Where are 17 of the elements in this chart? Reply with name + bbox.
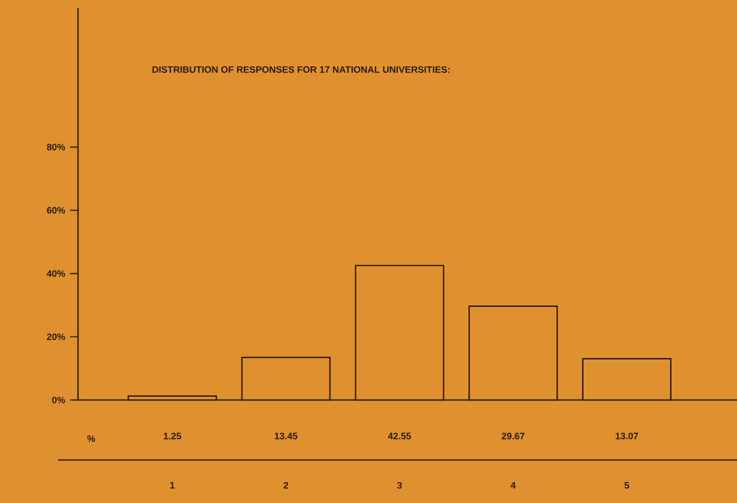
- text: %: [87, 435, 96, 442]
- x-tick-label: 5: [624, 482, 630, 489]
- y-tick-label: 40%: [46, 270, 66, 277]
- x-tick-label: 3: [397, 482, 402, 489]
- x-tick-label: 4: [510, 482, 516, 488]
- text: DISTRIBUTION OF RESPONSES FOR 17 NATIONAL UNIVERSITIES:: [152, 66, 450, 73]
- y-tick-label: 0%: [52, 396, 66, 404]
- data-label: 29.67: [502, 432, 524, 440]
- y-tick-label: 60%: [46, 207, 66, 214]
- y-tick-label: 20%: [46, 333, 66, 340]
- data-label: 13.45: [274, 432, 298, 440]
- x-tick-label: 1: [170, 482, 175, 488]
- data-label: 13.07: [616, 432, 638, 440]
- data-label: 1.25: [164, 432, 182, 440]
- y-tick-label: 80%: [46, 144, 66, 150]
- data-label: 42.55: [388, 432, 411, 440]
- x-tick-label: 2: [284, 482, 288, 489]
